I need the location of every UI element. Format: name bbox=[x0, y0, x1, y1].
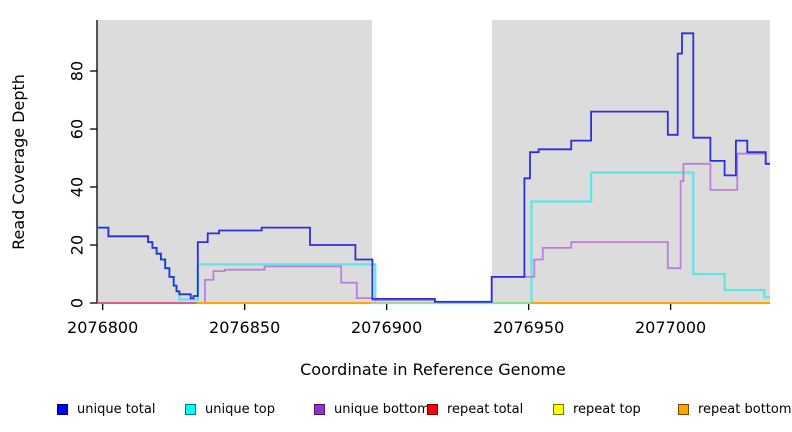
legend-item-repeat-bottom: repeat bottom bbox=[678, 399, 792, 419]
legend-label: repeat top bbox=[573, 401, 641, 417]
legend-swatch-icon bbox=[553, 403, 564, 415]
legend-label: unique top bbox=[205, 401, 276, 417]
legend-label: unique total bbox=[77, 401, 156, 417]
series-line-unique-total bbox=[97, 32, 770, 303]
legend-item-unique-total: unique total bbox=[57, 399, 155, 419]
y-tick-label: 20 bbox=[68, 235, 87, 255]
legend-item-unique-bottom: unique bottom bbox=[314, 399, 430, 419]
legend-label: repeat total bbox=[447, 401, 524, 417]
legend-swatch-icon bbox=[57, 403, 68, 415]
y-tick-label: 60 bbox=[68, 119, 87, 139]
legend-item-repeat-total: repeat total bbox=[427, 399, 523, 419]
x-tick-label: 2076900 bbox=[351, 318, 422, 337]
plot-area-band bbox=[97, 20, 372, 303]
y-axis-title: Read Coverage Depth bbox=[9, 74, 28, 250]
x-tick-label: 2076850 bbox=[209, 318, 280, 337]
legend: unique total unique top unique bottom repea… bbox=[0, 399, 792, 425]
legend-swatch-icon bbox=[427, 403, 438, 415]
x-axis-title: Coordinate in Reference Genome bbox=[300, 360, 566, 379]
y-tick-label: 80 bbox=[68, 61, 87, 81]
y-tick-label: 40 bbox=[68, 177, 87, 197]
x-tick-label: 2077000 bbox=[635, 318, 706, 337]
legend-swatch-icon bbox=[314, 403, 325, 415]
x-tick-label: 2076800 bbox=[67, 318, 138, 337]
legend-item-repeat-top: repeat top bbox=[553, 399, 641, 419]
legend-label: repeat bottom bbox=[698, 401, 792, 417]
x-tick-label: 2076950 bbox=[493, 318, 564, 337]
y-tick-label: 0 bbox=[68, 298, 87, 308]
legend-swatch-icon bbox=[185, 403, 196, 415]
legend-item-unique-top: unique top bbox=[185, 399, 275, 419]
legend-swatch-icon bbox=[678, 403, 689, 415]
legend-label: unique bottom bbox=[334, 401, 430, 417]
